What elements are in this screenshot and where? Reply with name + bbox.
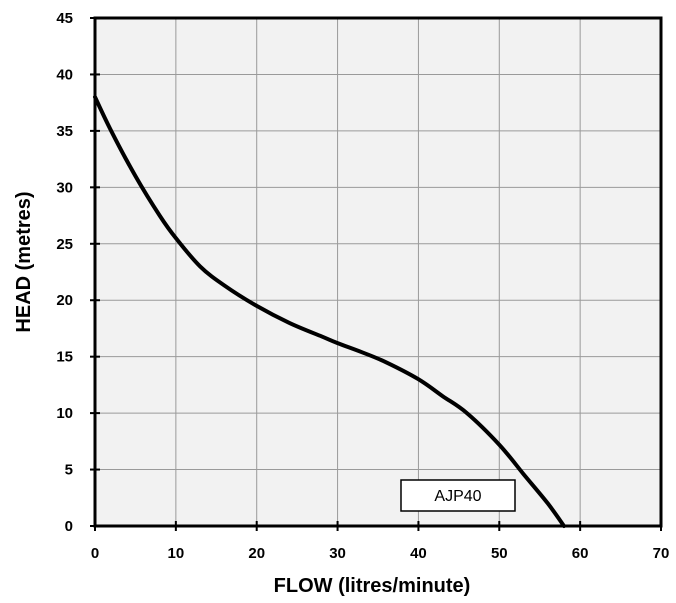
y-tick-label: 10 bbox=[56, 405, 73, 422]
x-tick-label: 60 bbox=[572, 545, 589, 562]
y-tick-label: 40 bbox=[56, 66, 73, 83]
y-axis-title: HEAD (metres) bbox=[13, 191, 35, 332]
y-tick-label: 45 bbox=[56, 10, 73, 27]
x-tick-label: 0 bbox=[91, 545, 99, 562]
series-line-ajp40 bbox=[93, 95, 566, 528]
legend-box bbox=[400, 479, 516, 512]
y-axis-tick-labels: 0 5 10 15 20 25 30 35 40 45 bbox=[56, 10, 73, 535]
legend: AJP40 bbox=[400, 479, 516, 512]
y-tick-label: 25 bbox=[56, 236, 73, 253]
y-tick-label: 0 bbox=[65, 518, 73, 535]
y-tick-label: 30 bbox=[56, 179, 73, 196]
plot-background bbox=[95, 18, 661, 526]
axis-tick-marks bbox=[90, 17, 662, 531]
x-axis-tick-labels: 0 10 20 30 40 50 60 70 bbox=[91, 545, 670, 562]
legend-label-ajp40: AJP40 bbox=[434, 488, 481, 505]
x-tick-label: 10 bbox=[168, 545, 185, 562]
x-tick-label: 70 bbox=[653, 545, 670, 562]
y-tick-label: 5 bbox=[65, 462, 73, 479]
x-tick-label: 50 bbox=[491, 545, 508, 562]
y-tick-label: 20 bbox=[56, 292, 73, 309]
x-tick-label: 20 bbox=[248, 545, 265, 562]
x-tick-label: 40 bbox=[410, 545, 427, 562]
x-axis-title: FLOW (litres/minute) bbox=[274, 575, 471, 597]
plot-frame bbox=[93, 16, 663, 528]
y-tick-label: 35 bbox=[56, 123, 73, 140]
x-tick-label: 30 bbox=[329, 545, 346, 562]
y-tick-label: 15 bbox=[56, 349, 73, 366]
